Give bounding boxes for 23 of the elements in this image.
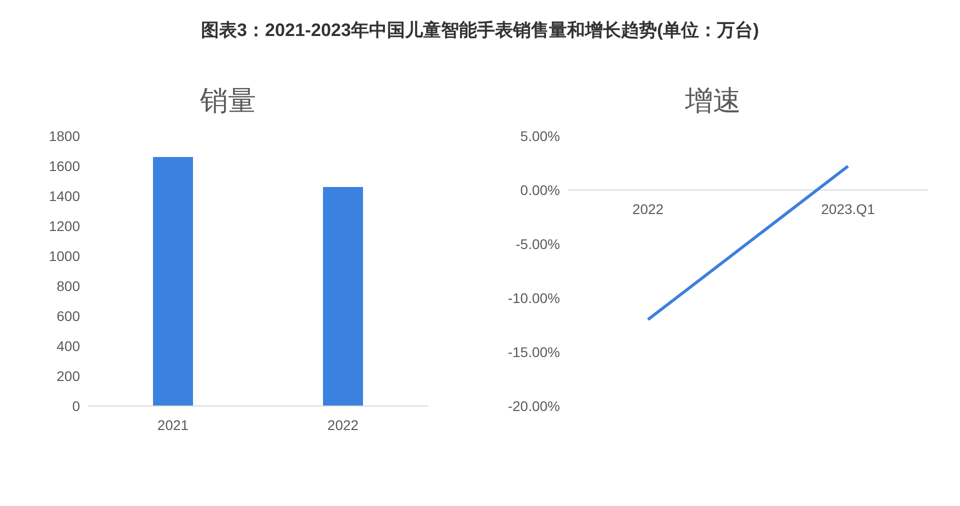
- y-tick-label: 1000: [48, 248, 80, 264]
- x-tick-label: 2022: [632, 201, 664, 217]
- y-tick-label: 600: [56, 308, 80, 324]
- y-tick-label: 1600: [48, 158, 80, 174]
- text: 图表3：2021-2023年中国儿童智能手表销售量和增长趋势(单位：万台): [200, 19, 760, 42]
- y-tick-label: 1200: [48, 218, 80, 234]
- y-tick-label: -10.00%: [508, 290, 560, 306]
- x-tick-label: 2023.Q1: [821, 201, 876, 217]
- chart-subtitle: 销量: [200, 84, 256, 118]
- y-tick-label: 1800: [48, 128, 80, 144]
- y-tick-label: -20.00%: [508, 398, 560, 414]
- chart-title: 增速: [685, 84, 741, 118]
- y-tick-label: -5.00%: [516, 236, 560, 252]
- y-tick-label: 5.00%: [520, 128, 560, 144]
- y-tick-label: 0: [72, 398, 80, 414]
- y-tick-label: 400: [56, 338, 80, 354]
- y-tick-label: -15.00%: [508, 344, 560, 360]
- y-tick-label: 200: [56, 368, 80, 384]
- y-tick-label: 800: [56, 278, 80, 294]
- y-tick-label: 1400: [48, 188, 80, 204]
- x-tick-label: 2022: [327, 417, 359, 433]
- y-tick-label: 0.00%: [520, 182, 560, 198]
- x-tick-label: 2021: [157, 417, 189, 433]
